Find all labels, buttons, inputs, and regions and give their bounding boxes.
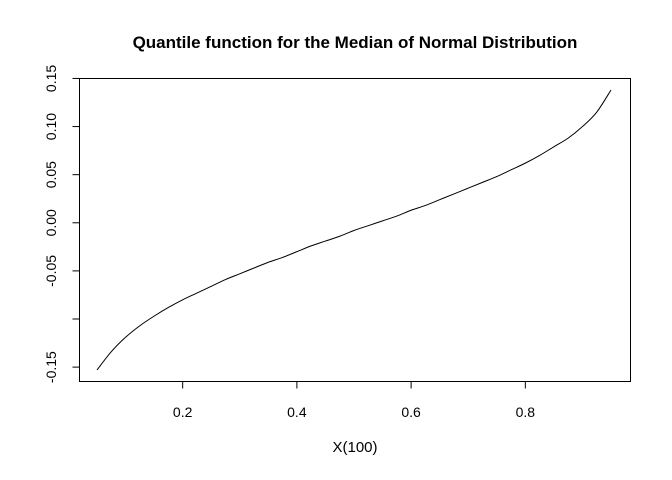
y-tick-label: -0.05 (43, 255, 59, 287)
series-layer (96, 89, 612, 371)
x-axis: 0.2 0.4 0.6 0.8 (173, 381, 536, 420)
x-tick-label: 0.6 (401, 404, 421, 420)
series-line-0 (96, 89, 612, 371)
y-tick-label: 0.15 (43, 65, 59, 92)
x-tick-label: 0.2 (173, 404, 193, 420)
y-axis: -0.15 -0.05 0.00 0.05 0.10 0.15 (43, 65, 80, 383)
y-tick-label: 0.00 (43, 209, 59, 236)
y-tick-label: 0.05 (43, 161, 59, 188)
y-tick-label: 0.10 (43, 113, 59, 140)
x-axis-label: X(100) (332, 439, 377, 456)
x-tick-label: 0.4 (287, 404, 307, 420)
x-tick-label: 0.8 (516, 404, 536, 420)
chart-title: Quantile function for the Median of Norm… (133, 33, 578, 52)
y-tick-label: -0.15 (43, 351, 59, 383)
